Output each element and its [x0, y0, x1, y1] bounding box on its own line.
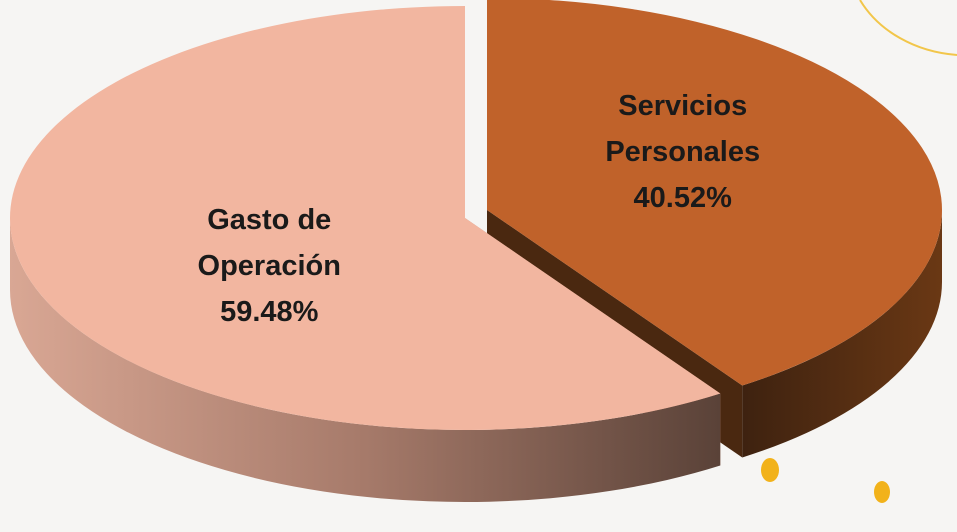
data-label: Servicios Personales 40.52%: [573, 83, 793, 221]
slice-side: [10, 218, 721, 503]
decoration: [874, 481, 890, 503]
category-label: Gasto de Operación: [197, 203, 341, 282]
decoration: [761, 458, 779, 482]
slice-side: [742, 210, 942, 458]
category-label: Servicios Personales: [605, 90, 761, 168]
slice: [10, 6, 721, 430]
value-label: 40.52%: [633, 182, 732, 214]
slice: [487, 0, 942, 386]
value-label: 59.48%: [220, 295, 319, 328]
pie: [10, 0, 942, 503]
data-label: Gasto de Operación 59.48%: [159, 197, 379, 335]
decoration: [859, 0, 957, 56]
